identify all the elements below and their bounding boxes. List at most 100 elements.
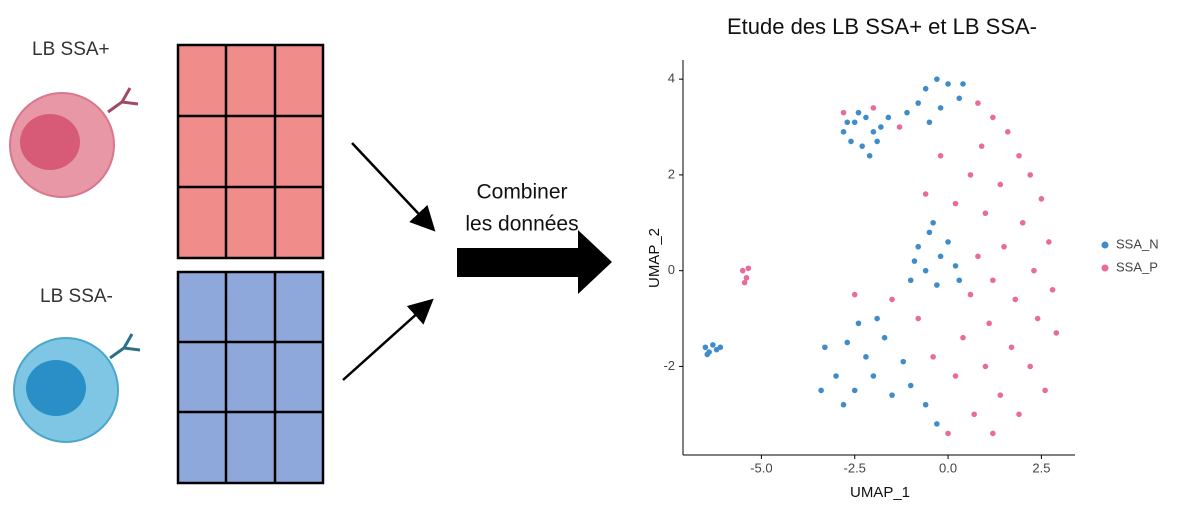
point bbox=[855, 109, 862, 116]
x-tick-label: -5.0 bbox=[750, 460, 772, 475]
legend-marker bbox=[1101, 241, 1109, 249]
point bbox=[990, 114, 996, 121]
point bbox=[990, 430, 996, 437]
point bbox=[840, 129, 847, 135]
point bbox=[1038, 196, 1045, 202]
point bbox=[889, 392, 895, 398]
point bbox=[967, 172, 974, 178]
point bbox=[960, 81, 966, 87]
point bbox=[952, 373, 959, 379]
point bbox=[859, 143, 865, 149]
point bbox=[863, 354, 869, 360]
y-axis-label: UMAP_2 bbox=[646, 228, 663, 288]
point bbox=[904, 109, 910, 116]
point bbox=[1027, 172, 1033, 178]
point bbox=[934, 76, 940, 82]
point bbox=[1001, 243, 1007, 250]
point bbox=[717, 344, 724, 351]
point bbox=[926, 119, 933, 126]
point bbox=[896, 124, 903, 130]
chart-title: Etude des LB SSA+ et LB SSA- bbox=[727, 14, 1037, 39]
point bbox=[978, 143, 985, 149]
arrow bbox=[342, 298, 434, 381]
point bbox=[874, 138, 880, 145]
point bbox=[704, 351, 711, 358]
point bbox=[739, 267, 746, 274]
point bbox=[945, 430, 951, 437]
point bbox=[952, 263, 959, 269]
point bbox=[922, 267, 929, 274]
cell-label: LB SSA+ bbox=[32, 39, 110, 60]
point bbox=[1053, 330, 1060, 336]
point bbox=[870, 105, 877, 111]
point bbox=[844, 339, 851, 346]
point bbox=[743, 275, 750, 281]
antibody bbox=[107, 87, 139, 114]
point bbox=[971, 411, 977, 418]
point bbox=[915, 315, 921, 322]
point bbox=[975, 253, 981, 260]
point bbox=[870, 373, 877, 379]
point bbox=[934, 421, 940, 427]
point bbox=[702, 344, 709, 351]
point bbox=[833, 373, 839, 379]
point bbox=[990, 277, 996, 284]
point bbox=[937, 105, 944, 111]
point bbox=[907, 277, 914, 284]
point bbox=[822, 344, 828, 351]
legend-marker bbox=[1101, 264, 1109, 272]
point bbox=[982, 363, 989, 370]
point bbox=[741, 279, 748, 286]
point bbox=[997, 392, 1004, 398]
cell-label: LB SSA- bbox=[40, 286, 113, 307]
point bbox=[934, 282, 940, 288]
point bbox=[851, 387, 858, 394]
point bbox=[881, 334, 888, 341]
nucleus bbox=[26, 360, 86, 416]
point bbox=[870, 129, 877, 135]
point bbox=[915, 100, 921, 106]
antibody bbox=[109, 333, 141, 360]
point bbox=[878, 124, 884, 130]
y-tick-label: 0 bbox=[668, 262, 675, 277]
point bbox=[840, 109, 847, 116]
matrix-negative bbox=[176, 270, 325, 485]
point bbox=[911, 258, 918, 264]
scatter-plot: -5.0 -2.5 0.0 2.5 -2 0 2 4 SSA_N SSA_P bbox=[663, 60, 1159, 475]
point bbox=[866, 152, 873, 159]
point bbox=[907, 382, 914, 389]
arrow bbox=[351, 142, 436, 232]
point bbox=[1016, 152, 1022, 159]
point bbox=[1042, 387, 1048, 394]
point bbox=[956, 277, 963, 284]
point bbox=[1046, 239, 1052, 245]
point bbox=[863, 114, 869, 121]
point bbox=[956, 95, 963, 102]
legend-label: SSA_P bbox=[1116, 259, 1158, 274]
point bbox=[945, 81, 951, 87]
point bbox=[874, 315, 880, 322]
point bbox=[915, 243, 921, 250]
nucleus bbox=[20, 114, 80, 170]
point bbox=[967, 291, 974, 298]
point bbox=[930, 219, 936, 226]
big-arrow bbox=[457, 230, 612, 294]
point bbox=[1031, 267, 1037, 274]
point bbox=[1034, 315, 1041, 322]
point bbox=[851, 291, 858, 298]
point bbox=[889, 296, 895, 303]
point bbox=[975, 100, 981, 106]
y-tick-label: 2 bbox=[668, 166, 675, 181]
point bbox=[982, 210, 989, 217]
point bbox=[926, 229, 933, 236]
point bbox=[937, 253, 944, 260]
combine-text: les données bbox=[465, 213, 578, 236]
point bbox=[1027, 363, 1033, 370]
point bbox=[960, 334, 966, 341]
point bbox=[900, 358, 907, 365]
point bbox=[930, 354, 936, 360]
y-tick-label: -2 bbox=[663, 358, 675, 373]
point bbox=[818, 387, 824, 394]
point bbox=[848, 138, 854, 145]
